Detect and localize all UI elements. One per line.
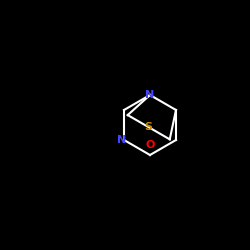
Text: N: N xyxy=(146,90,154,100)
Text: O: O xyxy=(145,140,155,150)
Text: N: N xyxy=(117,135,126,145)
Text: S: S xyxy=(145,122,153,132)
